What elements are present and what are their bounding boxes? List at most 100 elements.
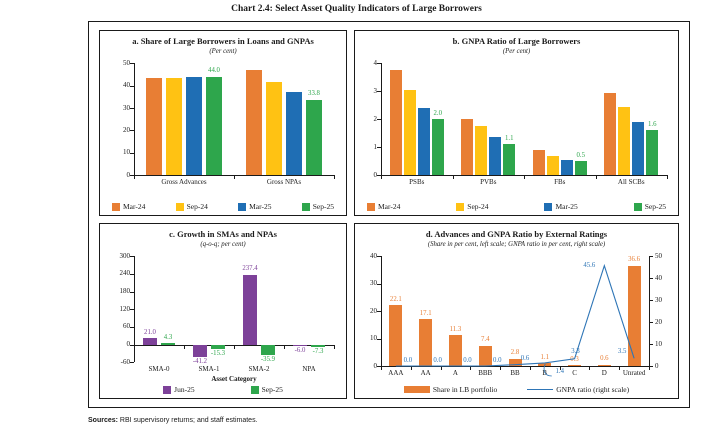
y-tick: [377, 147, 381, 149]
right-y-tick: [649, 344, 653, 346]
legend-label: Mar-24: [378, 202, 401, 211]
y-axis-line: [134, 63, 135, 176]
y-axis-line: [381, 63, 382, 176]
x-tick: [667, 175, 668, 180]
line-value-label: 45.6: [583, 262, 596, 270]
legend-label: Mar-24: [123, 202, 146, 211]
legend-label: Jun-25: [174, 385, 195, 394]
y-tick: [130, 108, 134, 110]
bar: [293, 344, 307, 347]
y-tick: [377, 175, 381, 177]
bar: [311, 344, 325, 347]
y-tick: [377, 91, 381, 93]
right-y-tick-label: 40: [655, 273, 662, 282]
panel-a-plot: 0 10 20 30 40 50 Gross Advances Gross NPAs 44.0 3…: [123, 59, 335, 186]
bar: [286, 91, 302, 176]
legend-item: Sep-24: [175, 202, 208, 211]
legend-item: Mar-24: [367, 202, 400, 211]
legend-item: Share in LB portfolio: [403, 385, 497, 394]
bar-value-label: 36.6: [628, 256, 641, 264]
y-tick: [130, 362, 134, 364]
right-y-tick: [649, 278, 653, 280]
y-tick-label: 300: [119, 251, 131, 260]
bar: [618, 106, 631, 176]
category-label: SMA-0: [148, 365, 170, 374]
y-tick: [130, 175, 134, 177]
bar-value-label: 237.4: [242, 265, 258, 273]
y-tick: [130, 85, 134, 87]
y-tick-label: 0: [373, 170, 378, 179]
panel-grid: a. Share of Large Borrowers in Loans and…: [99, 30, 679, 399]
bar: [389, 70, 402, 176]
bar: [574, 161, 587, 176]
bar-value-label: -41.2: [192, 357, 208, 365]
legend-swatch: [163, 385, 172, 394]
y-axis-line: [134, 256, 135, 363]
bar: [306, 99, 322, 176]
bar: [532, 150, 545, 176]
y-tick-label: 120: [119, 304, 131, 313]
panel-d-subtitle: (Share in per cent, left scale; GNPA rat…: [427, 240, 606, 248]
right-y-tick-label: 20: [655, 317, 662, 326]
x-tick: [500, 366, 502, 371]
x-tick: [234, 344, 235, 349]
y-tick: [130, 326, 134, 328]
category-label: NPA: [302, 365, 316, 374]
panel-b-subtitle: (Per cent): [502, 47, 531, 55]
panel-b-legend: Mar-24 Sep-24 Mar-25 Sep-25: [357, 202, 676, 211]
bar: [166, 78, 182, 176]
category-label: Unrated: [622, 369, 646, 378]
right-y-tick-label: 10: [655, 339, 662, 348]
legend-label: Sep-25: [644, 202, 666, 211]
panel-b: b. GNPA Ratio of Large Borrowers (Per ce…: [354, 30, 679, 216]
bar-value-label: 1.6: [648, 120, 657, 128]
legend-label: Sep-24: [467, 202, 489, 211]
y-tick-label: 30: [370, 279, 377, 288]
x-tick: [134, 344, 135, 349]
y-tick: [130, 152, 134, 154]
legend-label: GNPA ratio (right scale): [556, 385, 630, 394]
y-tick: [130, 63, 134, 65]
bar-value-label: 0.6: [600, 355, 609, 363]
y-tick: [130, 130, 134, 132]
line-value-label: 0.6: [520, 354, 530, 362]
category-label: FBs: [554, 178, 566, 187]
bar: [568, 365, 582, 367]
sources-note: Sources: RBI supervisory returns; and st…: [88, 417, 258, 424]
category-label: SMA-2: [248, 365, 270, 374]
right-y-tick-label: 0: [655, 361, 659, 370]
category-label: AAA: [388, 369, 404, 378]
bar: [560, 159, 573, 176]
category-label: Gross Advances: [161, 178, 207, 187]
line-value-label: 1.4: [555, 368, 565, 376]
legend-label: Sep-24: [186, 202, 208, 211]
category-label: SMA-1: [198, 365, 220, 374]
x-tick: [381, 175, 382, 180]
y-tick-label: 50: [123, 58, 130, 67]
x-tick: [470, 366, 472, 371]
bar: [403, 89, 416, 176]
x-tick: [284, 344, 285, 349]
y-tick: [130, 273, 134, 275]
right-y-tick: [649, 322, 653, 324]
bar: [475, 126, 488, 176]
bar: [632, 122, 645, 176]
legend-label: Mar-25: [249, 202, 272, 211]
x-tick: [595, 175, 597, 180]
right-y-tick: [649, 256, 653, 258]
panel-c: c. Growth in SMAs and NPAs (q-o-q; per c…: [99, 223, 347, 399]
x-tick: [452, 175, 454, 180]
bar-value-label: 0.3: [570, 355, 579, 363]
panel-d-legend: Share in LB portfolio GNPA ratio (right s…: [357, 385, 676, 394]
x-tick: [334, 175, 335, 180]
bar: [503, 144, 516, 176]
panel-a-title: a. Share of Large Borrowers in Loans and…: [132, 36, 314, 46]
bar: [206, 76, 222, 176]
category-label: AA: [420, 369, 431, 378]
x-tick: [440, 366, 442, 371]
y-tick-label: 240: [119, 269, 131, 278]
category-label: All SCBs: [617, 178, 645, 187]
bar: [431, 119, 444, 176]
panel-a-legend: Mar-24 Sep-24 Mar-25 Sep-25: [102, 202, 344, 211]
bar: [417, 108, 430, 176]
